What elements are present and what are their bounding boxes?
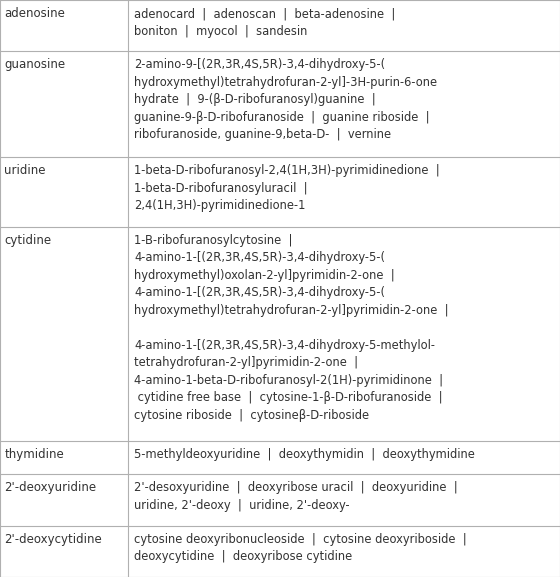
Text: thymidine: thymidine xyxy=(4,448,64,461)
Text: cytidine: cytidine xyxy=(4,234,52,246)
Text: cytosine deoxyribonucleoside  |  cytosine deoxyriboside  |
deoxycytidine  |  deo: cytosine deoxyribonucleoside | cytosine … xyxy=(134,533,467,563)
Text: adenocard  |  adenoscan  |  beta-adenosine  |
boniton  |  myocol  |  sandesin: adenocard | adenoscan | beta-adenosine |… xyxy=(134,7,396,38)
Text: adenosine: adenosine xyxy=(4,7,66,20)
Text: 2-amino-9-[(2R,3R,4S,5R)-3,4-dihydroxy-5-(
hydroxymethyl)tetrahydrofuran-2-yl]-3: 2-amino-9-[(2R,3R,4S,5R)-3,4-dihydroxy-5… xyxy=(134,58,437,141)
Text: 1-B-ribofuranosylcytosine  |
4-amino-1-[(2R,3R,4S,5R)-3,4-dihydroxy-5-(
hydroxym: 1-B-ribofuranosylcytosine | 4-amino-1-[(… xyxy=(134,234,449,422)
Text: 5-methyldeoxyuridine  |  deoxythymidin  |  deoxythymidine: 5-methyldeoxyuridine | deoxythymidin | d… xyxy=(134,448,475,461)
Text: uridine: uridine xyxy=(4,164,46,177)
Text: 2'-desoxyuridine  |  deoxyribose uracil  |  deoxyuridine  |
uridine, 2'-deoxy  |: 2'-desoxyuridine | deoxyribose uracil | … xyxy=(134,481,458,512)
Text: 1-beta-D-ribofuranosyl-2,4(1H,3H)-pyrimidinedione  |
1-beta-D-ribofuranosyluraci: 1-beta-D-ribofuranosyl-2,4(1H,3H)-pyrimi… xyxy=(134,164,440,212)
Text: guanosine: guanosine xyxy=(4,58,66,72)
Text: 2'-deoxyuridine: 2'-deoxyuridine xyxy=(4,481,97,494)
Text: 2'-deoxycytidine: 2'-deoxycytidine xyxy=(4,533,102,546)
